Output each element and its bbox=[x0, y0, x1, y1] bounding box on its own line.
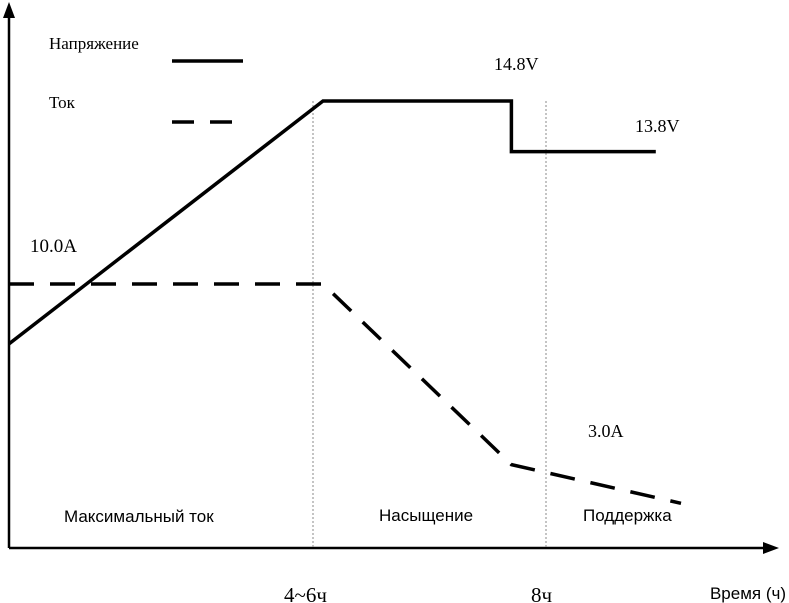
annotation-current-float: 3.0A bbox=[588, 421, 624, 441]
annotation-voltage-peak: 14.8V bbox=[494, 54, 539, 74]
legend: Напряжение Ток bbox=[49, 34, 243, 124]
series-voltage-line bbox=[7, 99, 656, 346]
x-axis-arrow bbox=[763, 542, 779, 554]
x-tick-label-bulk-end: 4~6ч bbox=[284, 583, 327, 603]
x-axis-label: Время (ч) bbox=[710, 584, 786, 603]
legend-current-label: Ток bbox=[49, 93, 76, 112]
y-axis-arrow bbox=[3, 2, 15, 18]
phase-separators bbox=[312, 101, 547, 548]
series-current-line bbox=[9, 282, 682, 506]
annotations: 14.8V 13.8V 10.0A 3.0A bbox=[30, 54, 680, 441]
annotation-voltage-float: 13.8V bbox=[635, 116, 680, 136]
phase-label-absorption: Насыщение bbox=[379, 506, 473, 525]
phase-label-bulk: Максимальный ток bbox=[64, 507, 214, 526]
phase-label-float: Поддержка bbox=[583, 506, 672, 525]
x-tick-label-absorption-end: 8ч bbox=[531, 583, 553, 603]
axes bbox=[3, 2, 779, 554]
legend-voltage-label: Напряжение bbox=[49, 34, 139, 53]
series-layer bbox=[7, 99, 682, 506]
phase-labels: Максимальный ток Насыщение Поддержка bbox=[64, 506, 672, 526]
annotation-current-max: 10.0A bbox=[30, 236, 77, 257]
x-tick-labels: 4~6ч 8ч bbox=[284, 583, 553, 603]
